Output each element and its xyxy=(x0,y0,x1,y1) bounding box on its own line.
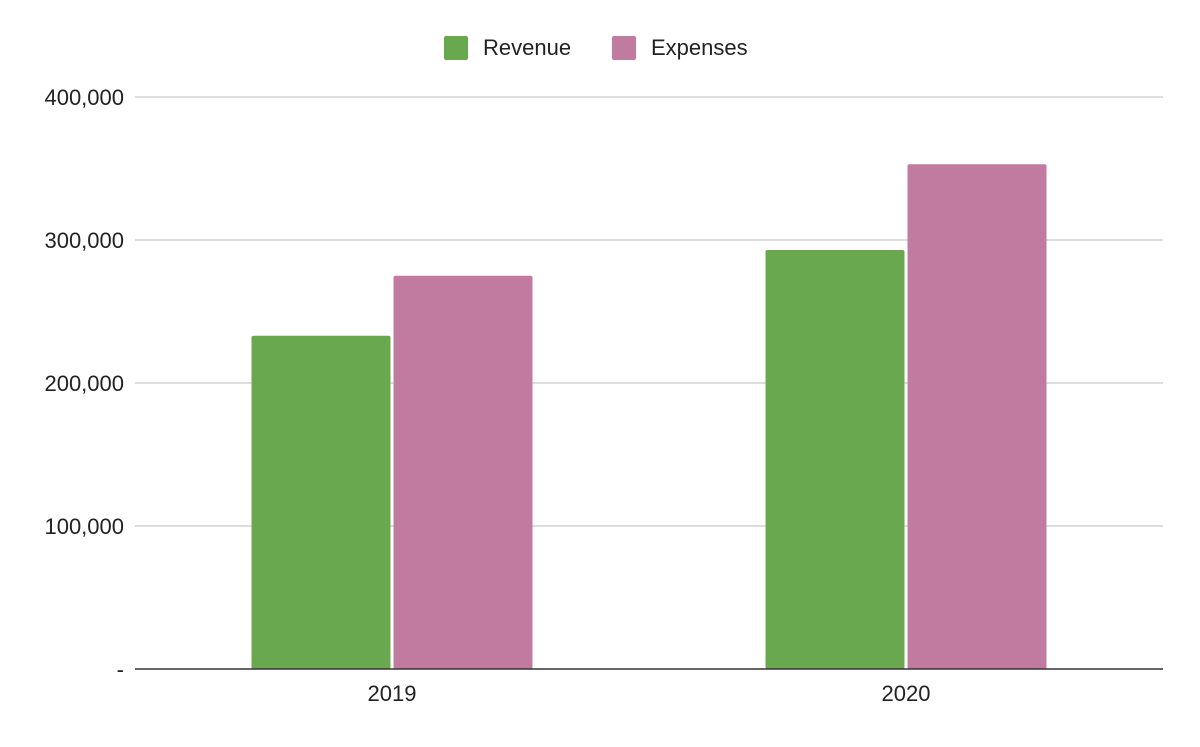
x-axis: 2019 2020 xyxy=(135,668,1163,706)
y-tick-label-4: 400,000 xyxy=(44,85,124,110)
chart-bars xyxy=(251,164,1047,669)
legend-swatch-expenses xyxy=(612,36,636,60)
bar-expenses-2020 xyxy=(907,164,1047,669)
bar-revenue-2019 xyxy=(251,335,391,669)
y-axis: - 100,000 200,000 300,000 400,000 xyxy=(44,85,124,682)
y-tick-label-3: 300,000 xyxy=(44,228,124,253)
y-tick-label-1: 100,000 xyxy=(44,514,124,539)
x-tick-label-2020: 2020 xyxy=(882,681,931,706)
bar-revenue-2020 xyxy=(765,250,905,669)
legend-label-expenses: Expenses xyxy=(651,35,748,60)
legend-label-revenue: Revenue xyxy=(483,35,571,60)
x-tick-label-2019: 2019 xyxy=(368,681,417,706)
y-tick-label-0: - xyxy=(117,657,124,682)
y-tick-label-2: 200,000 xyxy=(44,371,124,396)
bar-expenses-2019 xyxy=(393,275,533,669)
legend-swatch-revenue xyxy=(444,36,468,60)
chart-legend: Revenue Expenses xyxy=(444,35,748,60)
